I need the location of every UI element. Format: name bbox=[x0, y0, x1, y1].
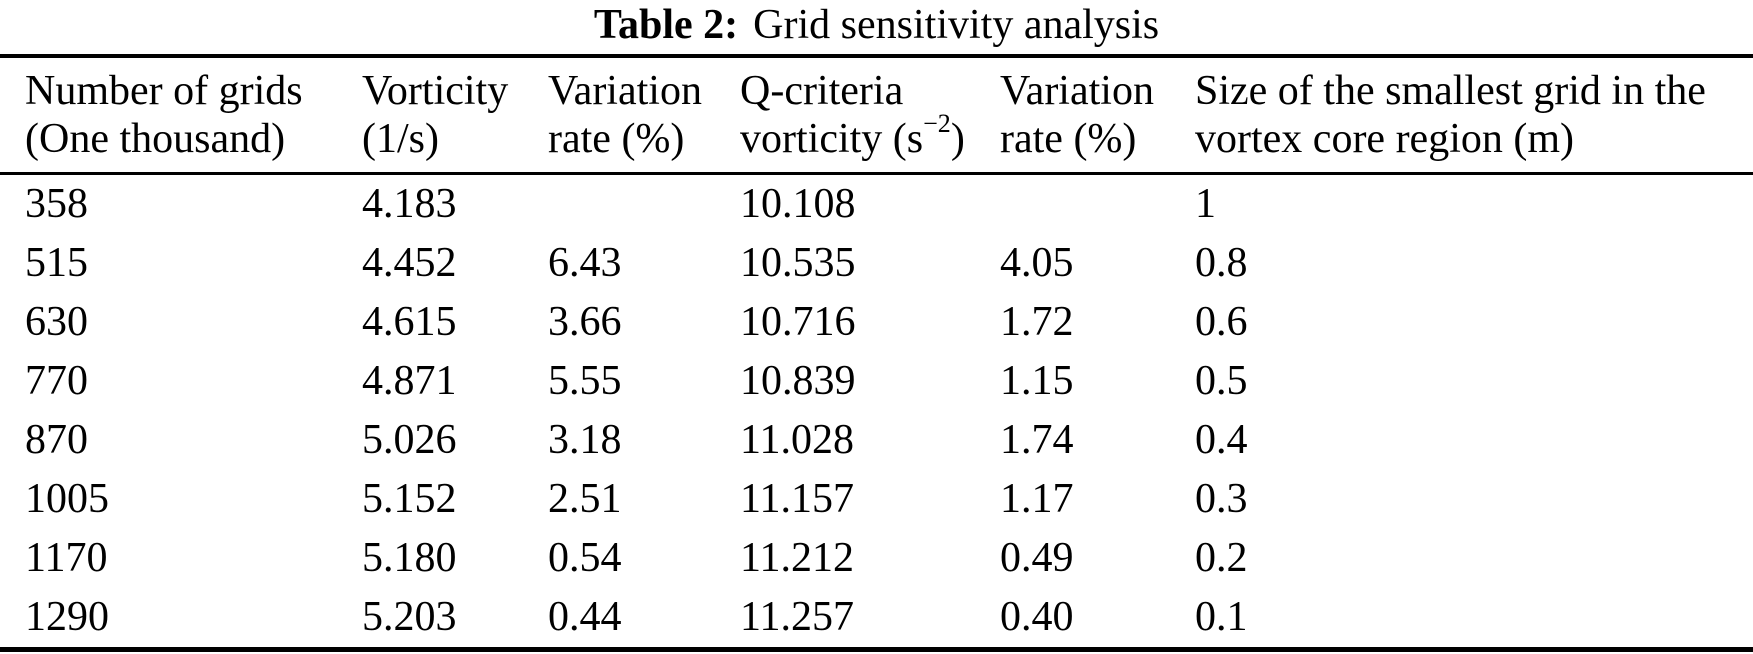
table-cell: 10.716 bbox=[740, 299, 856, 345]
table-cell: 358 bbox=[25, 181, 88, 227]
table-cell: 3.66 bbox=[548, 299, 622, 345]
header-line: vortex core region (m) bbox=[1195, 116, 1575, 162]
table-cell: 4.615 bbox=[362, 299, 457, 345]
header-line-text: vorticity (s bbox=[740, 116, 924, 162]
table-cell: 1.72 bbox=[1000, 299, 1074, 345]
table-cell: 3.18 bbox=[548, 417, 622, 463]
table-cell: 870 bbox=[25, 417, 88, 463]
table-caption: Table 2: Grid sensitivity analysis bbox=[0, 0, 1753, 54]
table-cell: 0.40 bbox=[1000, 594, 1074, 640]
table-cell: 0.2 bbox=[1195, 535, 1248, 581]
table-cell: 0.4 bbox=[1195, 417, 1248, 463]
header-line: Size of the smallest grid in the bbox=[1195, 68, 1706, 114]
table-cell: 4.871 bbox=[362, 358, 457, 404]
header-line: rate (%) bbox=[1000, 116, 1137, 162]
table-cell: 6.43 bbox=[548, 240, 622, 286]
table-cell: 1.17 bbox=[1000, 476, 1074, 522]
table-cell: 5.180 bbox=[362, 535, 457, 581]
header-line: Q-criteria bbox=[740, 68, 904, 114]
table-cell: 1 bbox=[1195, 181, 1216, 227]
table-cell: 0.44 bbox=[548, 594, 622, 640]
table-cell: 515 bbox=[25, 240, 88, 286]
header-line: Variation bbox=[548, 68, 702, 114]
header-line: (1/s) bbox=[362, 116, 439, 162]
column-header-variation-rate-2: Variation rate (%) bbox=[1000, 56, 1195, 174]
table-cell: 0.1 bbox=[1195, 594, 1248, 640]
table-cell: 0.5 bbox=[1195, 358, 1248, 404]
table-row: 770 4.871 5.55 10.839 1.15 0.5 bbox=[0, 352, 1753, 411]
table-caption-title: Grid sensitivity analysis bbox=[753, 2, 1160, 48]
superscript-exponent: −2 bbox=[923, 109, 951, 138]
column-header-variation-rate-1: Variation rate (%) bbox=[548, 56, 740, 174]
table-cell: 1005 bbox=[25, 476, 109, 522]
table-row: 515 4.452 6.43 10.535 4.05 0.8 bbox=[0, 234, 1753, 293]
header-line-text: ) bbox=[950, 116, 965, 162]
table-cell: 11.157 bbox=[740, 476, 854, 522]
table-cell: 11.212 bbox=[740, 535, 854, 581]
table-cell: 4.183 bbox=[362, 181, 457, 227]
table-cell: 4.05 bbox=[1000, 240, 1074, 286]
table-cell: 0.54 bbox=[548, 535, 622, 581]
table-cell: 2.51 bbox=[548, 476, 622, 522]
table-cell: 0.49 bbox=[1000, 535, 1074, 581]
table-cell: 5.152 bbox=[362, 476, 457, 522]
table-cell: 1.74 bbox=[1000, 417, 1074, 463]
table-cell: 770 bbox=[25, 358, 88, 404]
table-cell: 1.15 bbox=[1000, 358, 1074, 404]
table-cell: 10.535 bbox=[740, 240, 856, 286]
table-header: Number of grids (One thousand) Vorticity… bbox=[0, 56, 1753, 174]
table-header-row: Number of grids (One thousand) Vorticity… bbox=[0, 56, 1753, 174]
table-cell: 10.839 bbox=[740, 358, 856, 404]
column-header-vorticity: Vorticity (1/s) bbox=[362, 56, 548, 174]
table-row: 870 5.026 3.18 11.028 1.74 0.4 bbox=[0, 411, 1753, 470]
table-cell: 4.452 bbox=[362, 240, 457, 286]
table-cell: 11.028 bbox=[740, 417, 854, 463]
table-cell bbox=[1000, 174, 1195, 235]
table-cell: 5.55 bbox=[548, 358, 622, 404]
table-cell bbox=[548, 174, 740, 235]
table-row: 630 4.615 3.66 10.716 1.72 0.6 bbox=[0, 293, 1753, 352]
table-caption-label: Table 2: bbox=[593, 2, 739, 48]
table-row: 1170 5.180 0.54 11.212 0.49 0.2 bbox=[0, 529, 1753, 588]
table-body: 358 4.183 10.108 1 515 4.452 6.43 10.535 4.05 0.8… bbox=[0, 174, 1753, 650]
table-cell: 0.3 bbox=[1195, 476, 1248, 522]
column-header-smallest-grid-size: Size of the smallest grid in the vortex … bbox=[1195, 56, 1753, 174]
table-row: 1290 5.203 0.44 11.257 0.40 0.1 bbox=[0, 588, 1753, 650]
table-cell: 10.108 bbox=[740, 181, 856, 227]
header-line: (One thousand) bbox=[25, 116, 286, 162]
header-line: vorticity (s−2) bbox=[740, 111, 1000, 163]
header-line: Number of grids bbox=[25, 68, 303, 114]
table-row: 358 4.183 10.108 1 bbox=[0, 174, 1753, 235]
header-line: Vorticity bbox=[362, 68, 509, 114]
table-cell: 1290 bbox=[25, 594, 109, 640]
header-line: Variation bbox=[1000, 68, 1154, 114]
column-header-number-of-grids: Number of grids (One thousand) bbox=[0, 56, 362, 174]
header-line: rate (%) bbox=[548, 116, 685, 162]
table-cell: 0.8 bbox=[1195, 240, 1248, 286]
table-cell: 11.257 bbox=[740, 594, 854, 640]
table-cell: 1170 bbox=[25, 535, 108, 581]
column-header-q-criteria-vorticity: Q-criteria vorticity (s−2) bbox=[740, 56, 1000, 174]
table-row: 1005 5.152 2.51 11.157 1.17 0.3 bbox=[0, 470, 1753, 529]
table-cell: 630 bbox=[25, 299, 88, 345]
table-cell: 5.026 bbox=[362, 417, 457, 463]
grid-sensitivity-table: Number of grids (One thousand) Vorticity… bbox=[0, 54, 1753, 652]
table-cell: 5.203 bbox=[362, 594, 457, 640]
table-cell: 0.6 bbox=[1195, 299, 1248, 345]
